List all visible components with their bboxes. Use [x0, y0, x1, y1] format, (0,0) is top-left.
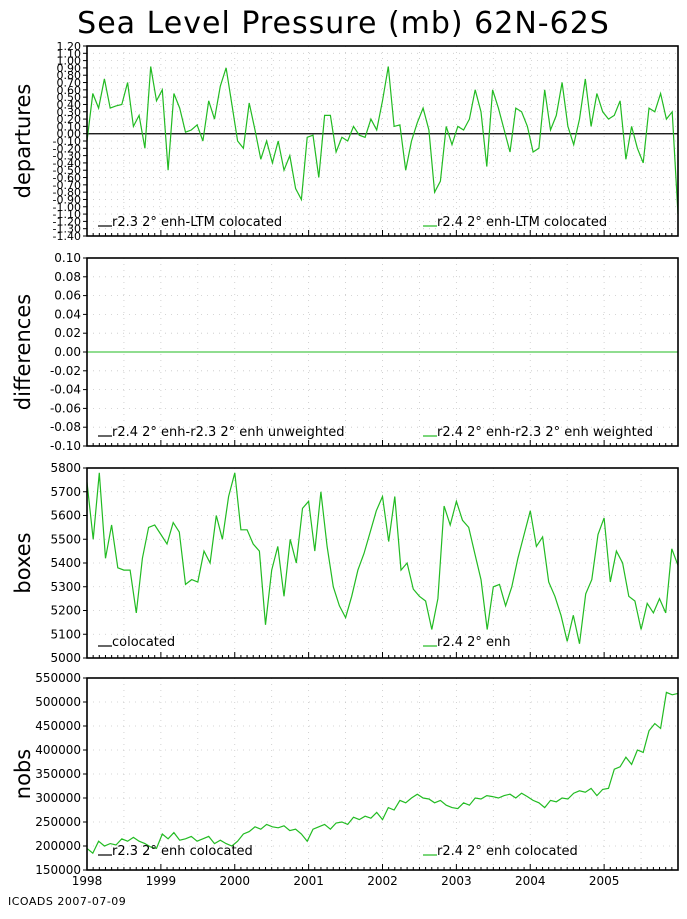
y-tick-label: 0.10 [57, 120, 82, 133]
y-tick-label: 0.00 [57, 128, 82, 141]
y-tick-label: 550000 [35, 671, 81, 685]
panel-boxes: 5800 5700 5600 5500 5400 5300 5200 5100 5000 boxe… [11, 461, 679, 665]
y-tick-label: 5800 [50, 461, 81, 475]
x-tick-label: 1999 [146, 874, 177, 888]
y-tick-label: -1.00 [53, 201, 81, 214]
y-tick-label: -0.90 [53, 193, 81, 206]
series-line [86, 691, 679, 855]
y-tick-label: 0.02 [54, 326, 81, 340]
legend-label: r2.4 2° enh-r2.3 2° enh unweighted [112, 425, 344, 440]
y-tick-label: -0.30 [53, 150, 81, 163]
y-tick-label: -0.04 [50, 383, 81, 397]
y-tick-label: 5700 [50, 485, 81, 499]
x-tick-label: 2001 [293, 874, 324, 888]
y-tick-label: 350000 [35, 767, 81, 781]
series-line [86, 66, 679, 215]
y-tick-label: 0.60 [57, 84, 82, 97]
y-tick-label: -0.70 [53, 179, 81, 192]
y-tick-label: 1.00 [57, 55, 82, 68]
panel-departures: 1.201.101.000.900.800.700.600.500.400.30… [11, 40, 679, 243]
panel-frame [86, 45, 679, 237]
legend-label: r2.4 2° enh-r2.3 2° enh weighted [437, 425, 653, 440]
y-tick-label: 0.50 [57, 91, 82, 104]
legend-label: r2.3 2° enh colocated [112, 844, 253, 859]
y-tick-label: 0.20 [57, 113, 82, 126]
y-tick-label: 400000 [35, 743, 81, 757]
y-tick-label: 1.10 [57, 47, 82, 60]
y-tick-label: 0.08 [54, 270, 81, 284]
chart-title: Sea Level Pressure (mb) 62N-62S [77, 6, 610, 41]
x-tick-label: 2004 [515, 874, 546, 888]
series-line [86, 472, 679, 644]
x-tick-label: 2002 [367, 874, 398, 888]
y-tick-label: 0.80 [57, 69, 82, 82]
x-tick-label: 2000 [219, 874, 250, 888]
y-tick-label: 0.40 [57, 98, 82, 111]
y-axis-label: differences [11, 294, 35, 410]
y-tick-label: -0.60 [53, 172, 81, 185]
y-tick-label: 150000 [35, 863, 81, 877]
y-tick-label: 5200 [50, 604, 81, 618]
legend-label: r2.4 2° enh [437, 635, 511, 650]
y-tick-label: 500000 [35, 695, 81, 709]
legend-label: r2.4 2° enh colocated [437, 844, 578, 859]
legend-label: r2.3 2° enh-LTM colocated [112, 215, 282, 230]
y-tick-label: -1.20 [53, 215, 81, 228]
y-tick-label: 450000 [35, 719, 81, 733]
y-tick-label: -0.10 [50, 439, 81, 453]
y-tick-label: -0.02 [50, 364, 81, 378]
y-tick-label: -1.10 [53, 208, 81, 221]
y-tick-label: 0.90 [57, 62, 82, 75]
y-tick-label: -0.50 [53, 164, 81, 177]
y-tick-label: 200000 [35, 839, 81, 853]
panel-frame [86, 257, 679, 447]
y-axis-label: boxes [11, 532, 35, 593]
y-tick-label: 0.10 [54, 251, 81, 265]
x-tick-label: 1998 [72, 874, 103, 888]
legend-label: colocated [112, 635, 175, 650]
y-tick-label: 5400 [50, 556, 81, 570]
y-tick-label: 5100 [50, 627, 81, 641]
panel-nobs: 550000 500000 450000 400000 350000 300000 2500… [11, 671, 679, 877]
x-tick-label: 2005 [589, 874, 620, 888]
legend-label: r2.4 2° enh-LTM colocated [437, 215, 607, 230]
y-tick-label: 0.04 [54, 307, 81, 321]
y-tick-label: 5300 [50, 580, 81, 594]
y-axis-label: nobs [11, 749, 35, 799]
panel-frame [86, 467, 679, 659]
y-tick-label: 5000 [50, 651, 81, 665]
y-tick-label: -0.08 [50, 420, 81, 434]
x-tick-label: 2003 [441, 874, 472, 888]
y-tick-label: 5500 [50, 532, 81, 546]
y-tick-label: -0.06 [50, 401, 81, 415]
y-tick-label: 0.30 [57, 106, 82, 119]
y-tick-label: -1.30 [53, 223, 81, 236]
y-tick-label: -0.20 [53, 142, 81, 155]
y-tick-label: 0.06 [54, 289, 81, 303]
y-tick-label: 250000 [35, 815, 81, 829]
y-tick-label: -0.80 [53, 186, 81, 199]
footer-stamp: ICOADS 2007-07-09 [8, 895, 127, 908]
y-tick-label: 5600 [50, 509, 81, 523]
y-tick-label: -1.40 [53, 230, 81, 243]
y-tick-label: 0.00 [54, 345, 81, 359]
y-axis-label: departures [11, 84, 35, 199]
panel-differences: 0.10 0.08 0.06 0.04 0.02 0.00 -0.02 -0.04 -0.06 -… [11, 251, 679, 453]
y-tick-label: -0.40 [53, 157, 81, 170]
y-tick-label: -0.10 [53, 135, 81, 148]
y-tick-label: 1.20 [57, 40, 82, 53]
y-tick-label: 300000 [35, 791, 81, 805]
y-tick-label: 0.70 [57, 77, 82, 90]
panel-frame [86, 677, 679, 871]
